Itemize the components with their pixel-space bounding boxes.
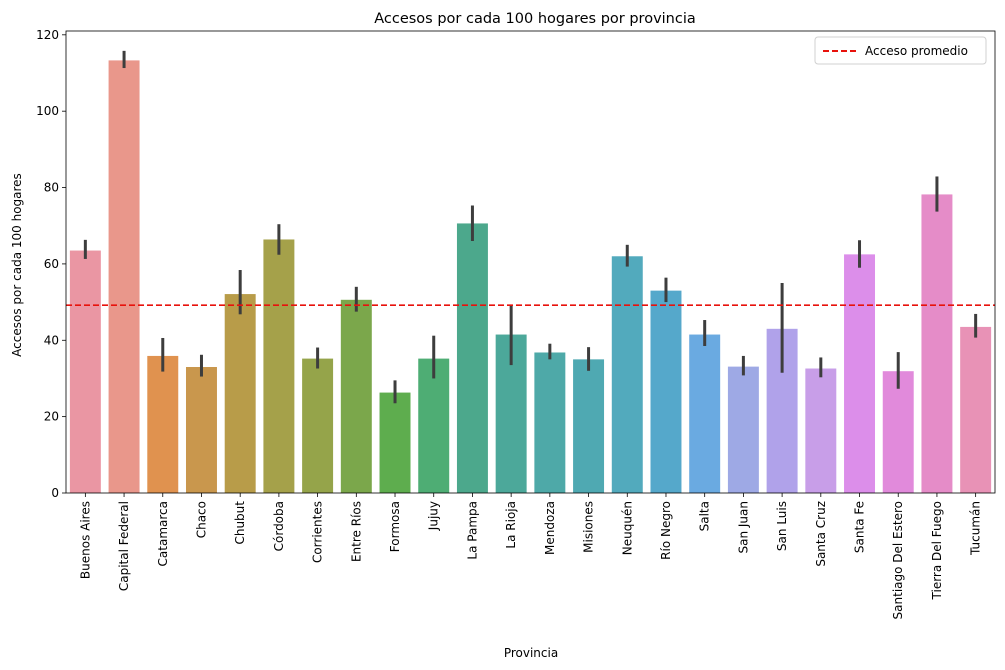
legend: Acceso promedio — [814, 36, 987, 65]
bar — [263, 239, 295, 493]
x-tick-label: La Rioja — [504, 501, 518, 549]
bar — [844, 254, 876, 493]
x-tick-label: Buenos Aires — [78, 501, 92, 579]
bar — [108, 60, 140, 494]
y-tick-label: 80 — [44, 181, 59, 195]
bar — [69, 250, 101, 493]
bar — [534, 352, 566, 493]
x-tick-label: Jujuy — [427, 501, 441, 531]
x-tick-label: Neuquén — [620, 501, 634, 555]
x-tick-label: Misiones — [582, 501, 596, 553]
bar — [805, 368, 837, 493]
y-tick-label: 120 — [36, 28, 59, 42]
x-tick-label: Tucumán — [969, 501, 983, 556]
x-axis-title: Provincia — [504, 646, 558, 660]
x-tick-label: Entre Ríos — [349, 501, 363, 562]
y-tick-label: 0 — [51, 486, 59, 500]
x-tick-label: Río Negro — [659, 501, 673, 560]
legend-frame — [814, 36, 987, 65]
bar — [340, 299, 372, 493]
x-tick-label: Formosa — [388, 501, 402, 552]
bar — [185, 367, 217, 493]
x-tick-label: San Luis — [775, 501, 789, 551]
y-tick-label: 100 — [36, 104, 59, 118]
bar — [418, 358, 450, 493]
bar — [650, 290, 682, 493]
x-tick-label: Salta — [698, 501, 712, 531]
bar — [727, 366, 759, 493]
x-tick-label: Corrientes — [311, 501, 325, 563]
x-tick-label: Chubut — [233, 501, 247, 545]
x-tick-label: La Pampa — [465, 501, 479, 560]
x-tick-label: Córdoba — [272, 501, 286, 551]
x-tick-label: Santiago Del Estero — [891, 501, 905, 619]
bar — [573, 359, 605, 493]
y-tick-label: 60 — [44, 257, 59, 271]
bar — [882, 371, 914, 493]
bar — [456, 223, 488, 493]
y-axis-title: Accesos por cada 100 hogares — [10, 173, 24, 357]
bar — [921, 194, 953, 493]
legend-label: Acceso promedio — [865, 44, 968, 58]
bar — [611, 256, 643, 493]
bar — [689, 334, 721, 493]
bar — [960, 326, 992, 493]
y-tick-label: 20 — [44, 410, 59, 424]
x-tick-label: Tierra Del Fuego — [930, 501, 944, 600]
x-tick-label: Chaco — [194, 501, 208, 538]
chart-title: Accesos por cada 100 hogares por provinc… — [374, 11, 696, 27]
x-tick-label: Santa Cruz — [814, 501, 828, 567]
bar — [302, 358, 334, 493]
x-tick-label: Santa Fe — [853, 501, 867, 553]
bar — [147, 355, 179, 493]
x-tick-label: Mendoza — [543, 501, 557, 555]
x-tick-label: Catamarca — [156, 501, 170, 566]
bar — [379, 392, 411, 493]
x-tick-label: San Juan — [736, 501, 750, 554]
bar — [224, 294, 256, 493]
x-tick-label: Capital Federal — [117, 501, 131, 591]
y-tick-label: 40 — [44, 333, 59, 347]
plot-frame — [65, 30, 996, 494]
